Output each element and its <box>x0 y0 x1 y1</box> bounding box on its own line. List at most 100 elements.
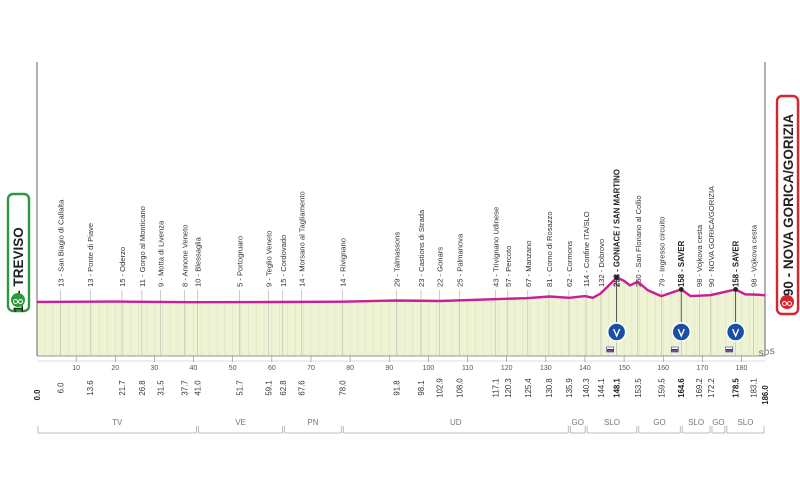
x-tick-label: 70 <box>307 365 315 372</box>
waypoint-label: 98 - Vojkova cesta <box>750 224 759 287</box>
waypoint-label: 11 - Gorgo al Monticano <box>138 206 147 287</box>
waypoint-km-label: 78.0 <box>338 380 347 396</box>
waypoint-label: 8 - Annone Veneto <box>181 225 190 288</box>
finish-bike-wheel <box>782 301 787 306</box>
waypoint-label: 15 - Oderzo <box>118 247 127 287</box>
slo-flag-band <box>725 349 733 351</box>
waypoint-label: 15 - Cordovado <box>279 235 288 287</box>
slo-flag-band <box>671 349 679 351</box>
waypoint-label: 62 - Cormons <box>565 241 574 287</box>
waypoint-km-label: 117.1 <box>491 379 500 398</box>
profile-line <box>36 276 766 304</box>
waypoint-km-label: 102.9 <box>436 378 445 398</box>
region-label: GO <box>653 418 665 427</box>
waypoint-label: 29 - Talmassons <box>392 232 401 287</box>
waypoint-km-label: 21.7 <box>118 380 127 395</box>
finish-bike-icon <box>780 295 794 309</box>
slo-flag-band <box>671 350 679 352</box>
x-tick-label: 110 <box>462 365 473 372</box>
waypoint-km-label: 153.5 <box>634 378 643 398</box>
waypoint-km-label: 159.5 <box>657 378 666 398</box>
slo-flag-band <box>725 350 733 352</box>
x-tick-label: 140 <box>579 365 591 372</box>
x-tick-label: 80 <box>346 365 354 372</box>
region-label: GO <box>712 418 724 427</box>
start-bike-wheel <box>18 299 23 304</box>
climb-summit-dot <box>614 275 620 280</box>
waypoint-label: 10 - Blessaglia <box>193 236 202 287</box>
waypoint-label: 132 - Dobrovo <box>597 239 606 287</box>
region-label: VE <box>235 418 246 427</box>
region-label: TV <box>112 418 123 427</box>
waypoint-km-label: 59.1 <box>264 380 273 395</box>
x-tick-label: 30 <box>151 365 159 372</box>
x-tick-label: 150 <box>618 365 630 372</box>
waypoint-label: 43 - Trivignano Udinese <box>491 207 500 287</box>
waypoint-km-label: 91.8 <box>392 380 401 395</box>
x-tick-label: 40 <box>190 365 198 372</box>
start-label: 11 - TREVISO <box>11 227 26 313</box>
finish-box <box>775 94 800 316</box>
x-tick-label: 160 <box>657 365 669 372</box>
waypoint-label: 298 - GONIACE / SAN MARTINO <box>613 169 622 287</box>
region-label: SLO <box>604 418 620 427</box>
waypoint-label: 25 - Palmanova <box>456 233 465 287</box>
start-box <box>6 192 31 313</box>
waypoint-km-label: 164.6 <box>677 378 686 398</box>
waypoint-label: 9 - Motta di Livenza <box>156 220 165 287</box>
region-label: GO <box>571 418 583 427</box>
x-tick-label: 60 <box>268 365 276 372</box>
waypoint-label: 13 - Ponte di Piave <box>86 223 95 287</box>
waypoint-km-label: 169.2 <box>695 378 704 398</box>
waypoint-label: 67 - Manzano <box>524 241 533 287</box>
x-tick-label: 10 <box>72 365 80 372</box>
region-label: UD <box>450 418 462 427</box>
waypoint-label: 5 - Portogruaro <box>235 236 244 287</box>
climb-summit-dot <box>733 287 739 292</box>
waypoint-label: 23 - Castions di Strada <box>417 209 426 287</box>
waypoint-km-label: 67.6 <box>298 380 307 395</box>
x-tick-label: 170 <box>697 365 709 372</box>
climb-badge-icon <box>613 328 621 338</box>
finish-km-label: 186.0 <box>761 385 770 405</box>
waypoint-km-label: 172.2 <box>707 378 716 398</box>
waypoint-km-label: 31.5 <box>156 380 165 396</box>
waypoint-label: 14 - Morsano al Tagliamento <box>298 191 307 287</box>
waypoint-label: 14 - Rivignano <box>338 238 347 287</box>
x-tick-label: 20 <box>111 365 119 372</box>
waypoint-km-label: 37.7 <box>181 380 190 395</box>
region-label: PN <box>307 418 318 427</box>
waypoint-km-label: 130.8 <box>545 378 554 398</box>
waypoint-label: 114 - Confine ITA/SLO <box>582 211 591 287</box>
region-label: SLO <box>737 418 753 427</box>
waypoint-km-label: 108.0 <box>456 378 465 398</box>
region-label: SLO <box>688 418 704 427</box>
waypoint-km-label: 135.9 <box>565 378 574 398</box>
climb-category-badge <box>606 322 627 342</box>
climb-badge-icon <box>677 328 685 338</box>
waypoint-km-label: 144.1 <box>597 378 606 398</box>
waypoint-km-label: 26.8 <box>138 380 147 395</box>
waypoint-label: 79 - Ingresso circuito <box>657 217 666 287</box>
start-bike-icon <box>11 293 25 307</box>
waypoint-label: 158 - SAVER <box>677 240 686 287</box>
climb-summit-dot <box>678 287 684 292</box>
slo-flag-band <box>606 349 614 351</box>
x-tick-label: 180 <box>736 365 748 372</box>
waypoint-label: 98 - Vojkova cesta <box>695 224 704 287</box>
waypoint-km-label: 98.1 <box>417 380 426 395</box>
waypoint-km-label: 51.7 <box>235 380 244 395</box>
waypoint-label: 90 - NOVA GORICA/GORIZIA <box>707 185 716 287</box>
waypoint-km-label: 6.0 <box>56 382 65 394</box>
slo-flag-band <box>606 350 614 352</box>
waypoint-km-label: 125.4 <box>524 378 533 398</box>
sponsor-logo: SDS <box>758 347 776 359</box>
waypoint-km-label: 120.3 <box>504 378 513 398</box>
x-tick-label: 130 <box>540 365 552 372</box>
waypoint-label: 22 - Gonars <box>436 247 445 287</box>
start-km-label: 0.0 <box>33 389 42 401</box>
profile-fill <box>37 277 765 356</box>
waypoint-km-label: 178.5 <box>732 378 741 398</box>
x-tick-label: 120 <box>501 365 513 372</box>
